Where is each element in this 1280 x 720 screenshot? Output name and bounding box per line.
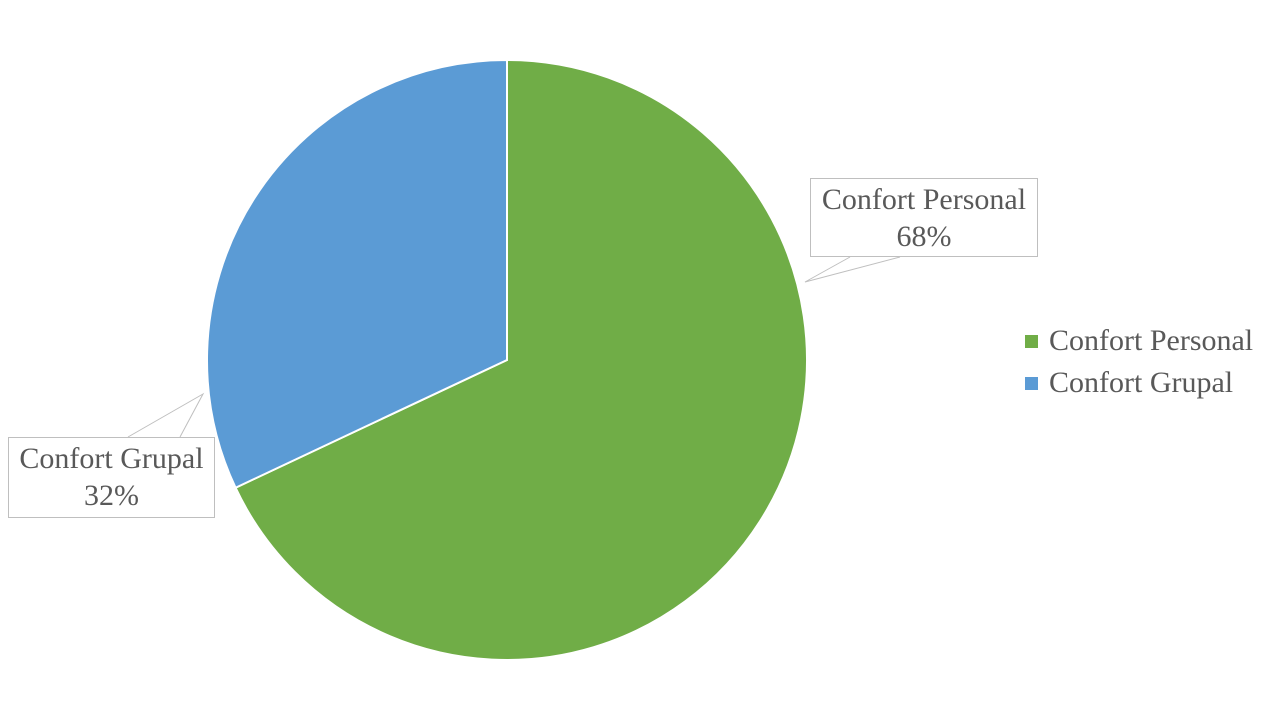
- legend: Confort Personal Confort Grupal: [1025, 320, 1253, 404]
- data-label-value: 32%: [84, 479, 139, 512]
- leader-confort-grupal: [127, 392, 205, 438]
- data-label-value: 68%: [896, 220, 952, 253]
- callout-leaders: [127, 256, 901, 438]
- legend-label: Confort Personal: [1049, 324, 1254, 357]
- data-label-category: Confort Personal: [821, 183, 1027, 216]
- data-label-confort-grupal: Confort Grupal 32%: [8, 437, 215, 518]
- data-label-category: Confort Grupal: [19, 442, 204, 475]
- legend-swatch: [1025, 334, 1038, 348]
- pie-slice-confort-personal: [234, 58, 808, 661]
- legend-item-confort-grupal: Confort Grupal: [1025, 362, 1253, 404]
- pie-slice-confort-grupal: [206, 58, 508, 490]
- legend-item-confort-personal: Confort Personal: [1025, 320, 1253, 362]
- legend-label: Confort Grupal: [1049, 366, 1234, 399]
- data-label-confort-personal: Confort Personal 68%: [810, 178, 1038, 257]
- leader-confort-personal: [804, 256, 901, 283]
- pie-slices: [206, 58, 808, 661]
- legend-swatch: [1025, 376, 1038, 390]
